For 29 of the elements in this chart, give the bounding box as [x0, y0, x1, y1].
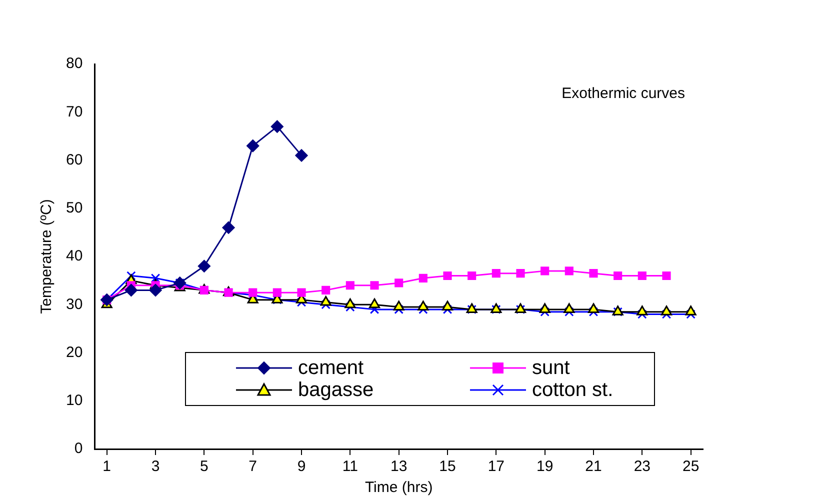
legend-label: cement — [298, 357, 364, 379]
y-axis-title: Temperature (ºC) — [38, 199, 56, 314]
legend-label: bagasse — [298, 379, 374, 401]
y-tick-label: 80 — [66, 55, 83, 72]
y-tick-label: 10 — [66, 392, 83, 410]
x-tick-label: 11 — [342, 458, 358, 476]
y-tick-label: 0 — [74, 440, 83, 458]
x-tick-label: 17 — [488, 458, 505, 476]
y-tick-label: 60 — [66, 151, 83, 168]
x-tick-label: 5 — [200, 458, 208, 476]
x-tick-label: 13 — [390, 458, 408, 476]
x-tick-label: 23 — [634, 458, 651, 476]
y-tick-label: 30 — [66, 296, 83, 313]
text: Exothermic curves — [562, 85, 685, 102]
legend-label: sunt — [532, 357, 570, 379]
y-tick-label: 50 — [66, 200, 83, 217]
x-tick-label: 1 — [102, 458, 112, 476]
x-axis-title: Time (hrs) — [364, 479, 433, 496]
y-tick-label: 40 — [66, 248, 83, 265]
y-tick-label: 20 — [66, 344, 83, 361]
x-tick-label: 7 — [248, 458, 258, 476]
x-tick-label: 9 — [297, 458, 306, 476]
x-tick-label: 3 — [151, 458, 160, 476]
x-tick-label: 19 — [536, 458, 554, 476]
x-tick-label: 21 — [585, 458, 602, 476]
x-tick-label: 25 — [682, 458, 700, 476]
legend-label: cotton st. — [532, 379, 614, 401]
y-tick-label: 70 — [66, 103, 83, 120]
x-tick-label: 15 — [439, 458, 456, 476]
